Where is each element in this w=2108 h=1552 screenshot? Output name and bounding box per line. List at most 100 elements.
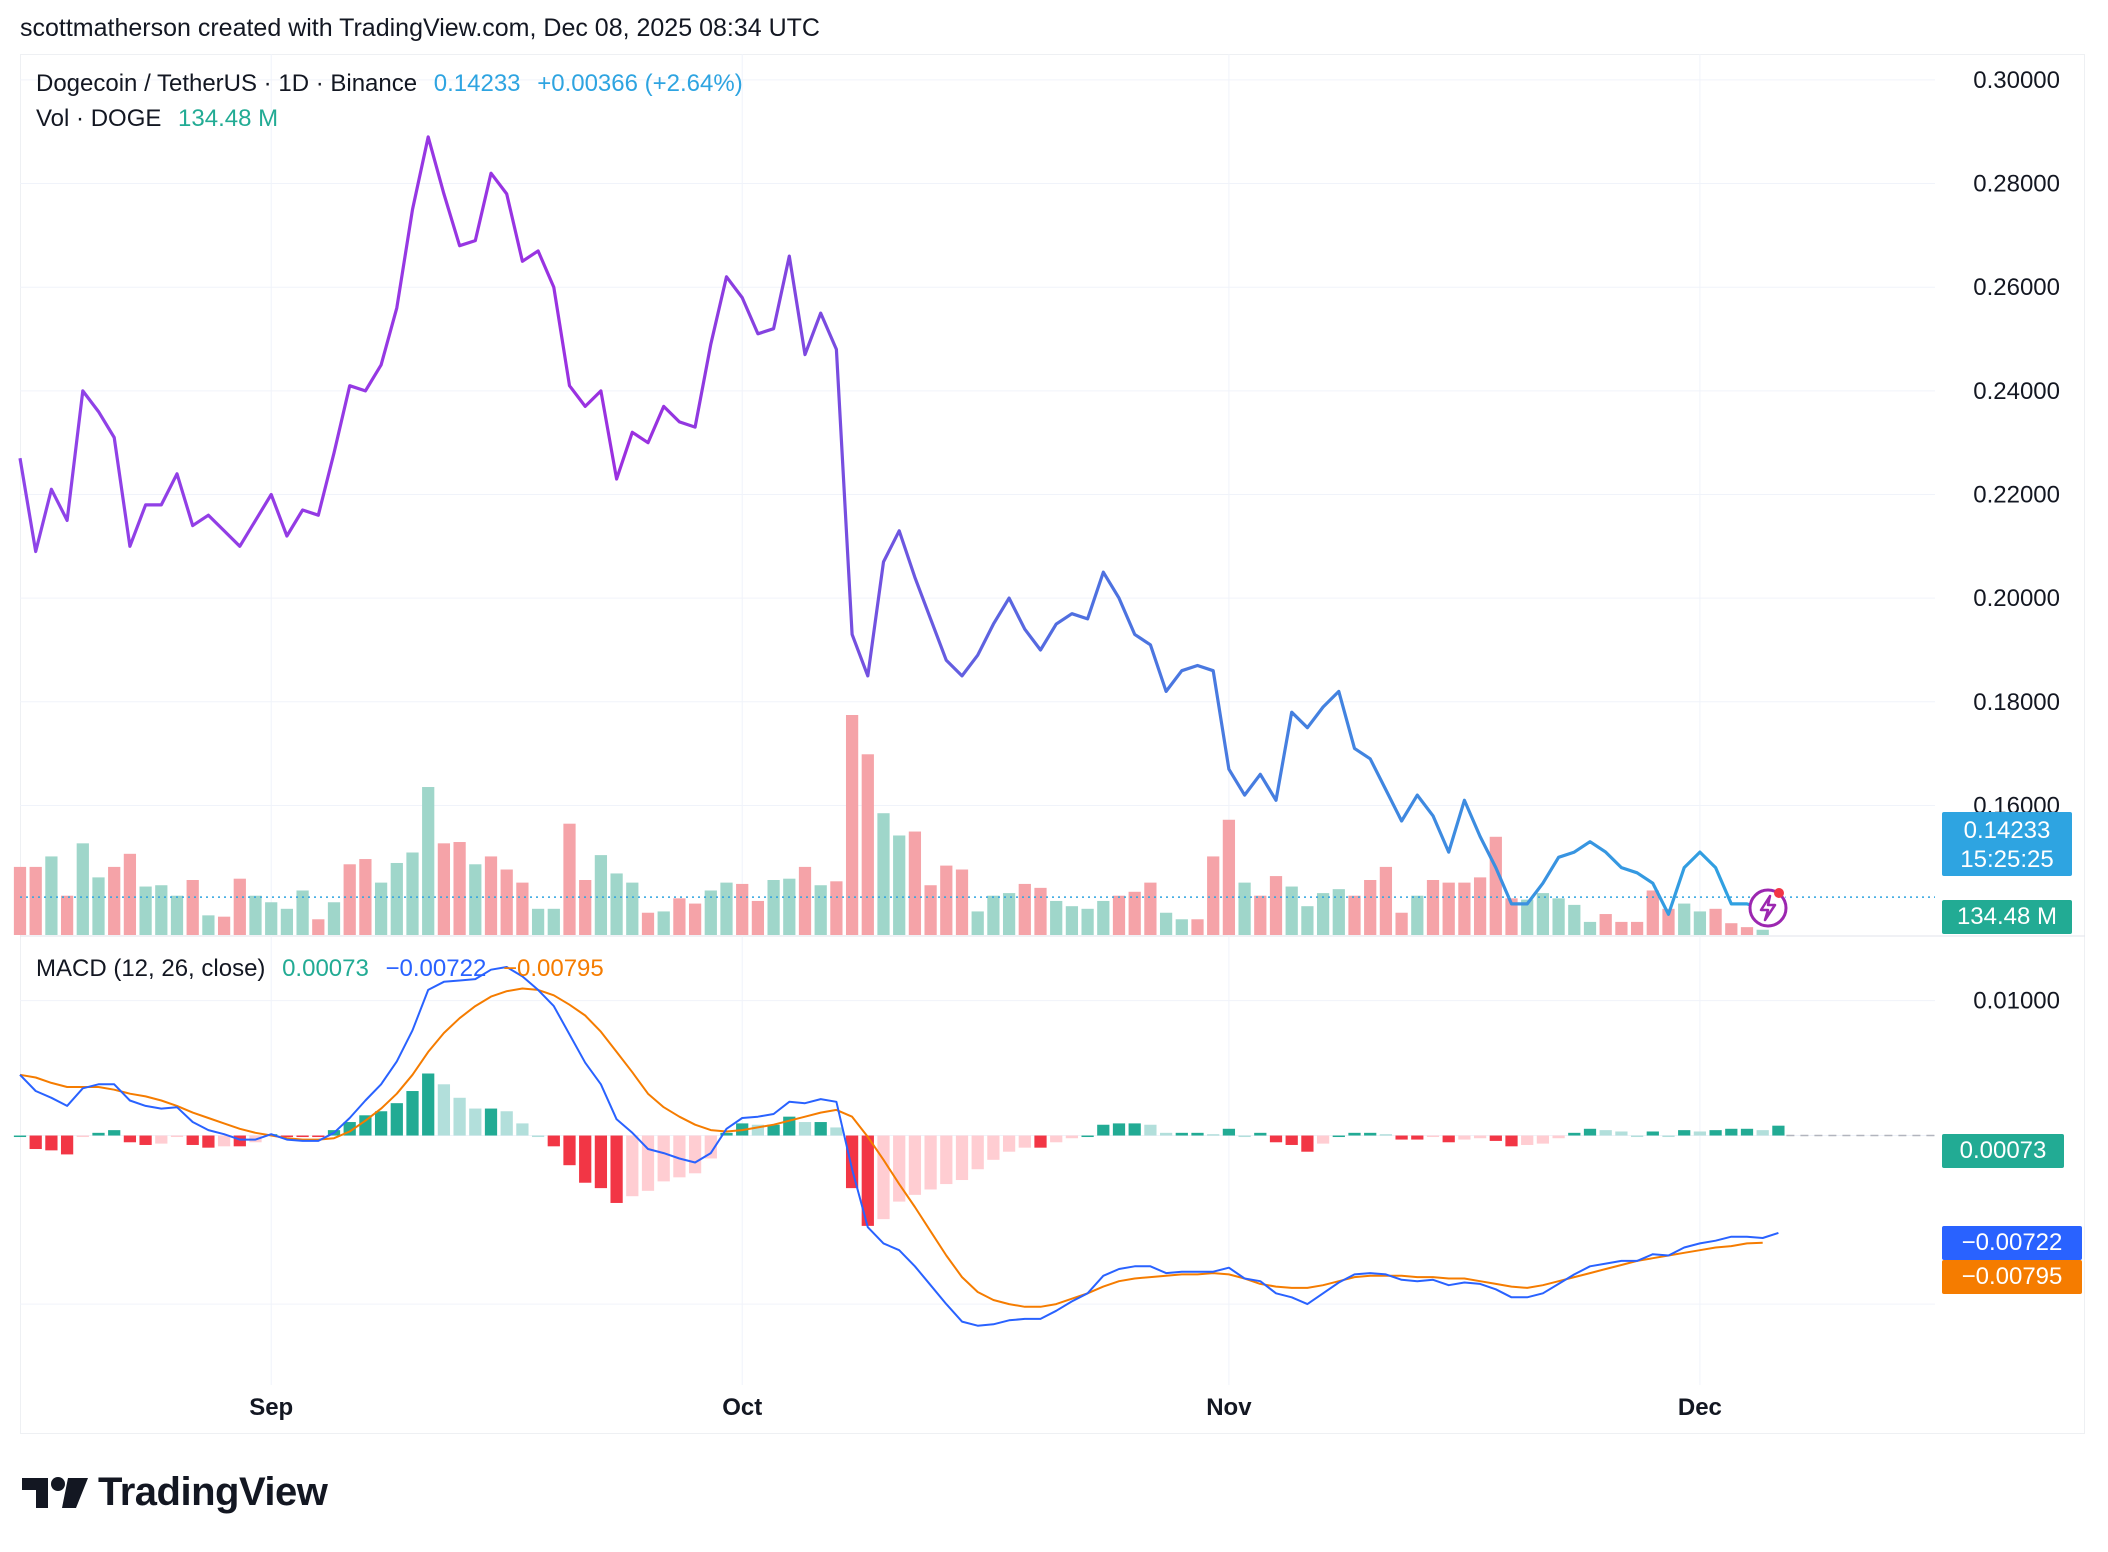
last-price: 0.14233: [433, 70, 521, 97]
price-tick-label: 0.18000: [1973, 689, 2060, 716]
macd-histogram-bar: [123, 1135, 137, 1143]
volume-bar: [626, 882, 639, 935]
macd-histogram-bar: [704, 1135, 717, 1159]
macd-histogram-bar: [908, 1135, 922, 1195]
macd-histogram-bar: [186, 1135, 199, 1145]
macd-histogram-bar: [1458, 1135, 1471, 1140]
macd-histogram-bar: [1662, 1135, 1675, 1138]
volume-bar: [1285, 886, 1298, 935]
macd-histogram-bar: [1348, 1132, 1361, 1136]
volume-bar: [60, 895, 74, 935]
volume-label[interactable]: Vol · DOGE: [36, 105, 162, 132]
volume-bar: [343, 864, 356, 935]
macd-histogram-bar: [798, 1122, 812, 1136]
volume-bar: [469, 864, 482, 935]
macd-histogram-bar: [453, 1097, 466, 1136]
month-tick-label: Oct: [722, 1394, 762, 1421]
volume-bar: [1034, 887, 1047, 935]
macd-histogram-bar: [1536, 1135, 1550, 1144]
volume-bar: [1489, 836, 1502, 935]
macd-axis-tag: −0.00722: [1942, 1226, 2082, 1260]
macd-histogram-bar: [924, 1135, 937, 1190]
volume-bar: [1128, 891, 1141, 935]
volume-bar: [1065, 906, 1079, 935]
volume-bar: [139, 886, 152, 935]
volume-bar: [924, 885, 937, 935]
macd-histogram-bar: [469, 1108, 482, 1136]
macd-histogram-bar: [108, 1130, 121, 1136]
macd-histogram-bar: [579, 1135, 592, 1183]
volume-bar: [1207, 856, 1220, 935]
macd-histogram-bar: [155, 1135, 168, 1144]
volume-bar: [798, 866, 812, 935]
volume-bar: [1097, 900, 1110, 935]
macd-histogram-bar: [1426, 1135, 1440, 1138]
macd-histogram-bar: [1018, 1135, 1031, 1148]
macd-histogram-bar: [1364, 1132, 1377, 1136]
macd-histogram-bar: [987, 1135, 1000, 1160]
lightning-icon[interactable]: [1746, 884, 1792, 930]
line-series: [18, 135, 1935, 1327]
volume-bar: [861, 754, 874, 935]
price-tick-label: 0.30000: [1973, 67, 2060, 94]
macd-histogram-bar: [1709, 1130, 1722, 1136]
volume-bar: [1599, 914, 1612, 935]
volume-bar: [1568, 904, 1581, 935]
volume-bar: [1191, 919, 1204, 935]
macd-histogram-bar: [422, 1073, 435, 1136]
tradingview-logo[interactable]: TradingView: [22, 1470, 328, 1515]
macd-histogram-bar: [1599, 1130, 1612, 1136]
macd-histogram-bar: [1489, 1135, 1502, 1141]
volume-bar: [500, 869, 513, 935]
macd-histogram-bar: [751, 1124, 765, 1136]
volume-bar: [1395, 912, 1408, 935]
volume-bar: [422, 787, 435, 935]
macd-histogram-bar: [861, 1135, 874, 1226]
volume-bar: [76, 843, 89, 935]
volume-bar: [1536, 893, 1550, 935]
hist-axis-tag: 0.00073: [1942, 1134, 2064, 1168]
macd-label[interactable]: MACD (12, 26, close): [36, 955, 266, 982]
volume-bar: [893, 835, 906, 935]
macd-histogram-bar: [390, 1103, 403, 1136]
macd-histogram-bar: [1065, 1135, 1079, 1139]
volume-bar: [877, 813, 890, 935]
macd-histogram-bar: [139, 1135, 152, 1145]
volume-bar: [327, 902, 341, 935]
volume-bar: [767, 880, 780, 935]
macd-histogram-bar: [1269, 1135, 1283, 1143]
volume-legend: Vol · DOGE 134.48 M: [36, 105, 288, 133]
volume-axis-tag: 134.48 M: [1942, 900, 2072, 934]
macd-histogram-bar: [1112, 1123, 1126, 1136]
volume-bar: [940, 865, 953, 935]
volume-bar: [751, 900, 765, 935]
volume-bar: [45, 856, 58, 935]
macd-legend: MACD (12, 26, close) 0.00073 −0.00722 −0…: [36, 955, 614, 983]
volume-bar: [1269, 876, 1283, 935]
month-tick-label: Nov: [1206, 1394, 1252, 1421]
macd-histogram-bar: [1379, 1134, 1393, 1136]
volume-bar: [1112, 895, 1126, 935]
macd-histogram-bar: [1583, 1128, 1597, 1136]
macd-histogram-bar: [1316, 1135, 1330, 1144]
volume-bar: [594, 855, 608, 935]
volume-bars: [13, 715, 1769, 935]
volume-bar: [688, 903, 702, 935]
macd-histogram-bar: [1050, 1135, 1063, 1143]
volume-bar: [516, 882, 529, 935]
macd-histogram-bar: [29, 1135, 42, 1150]
volume-bar: [1364, 880, 1377, 935]
volume-bar: [1473, 877, 1487, 935]
volume-bar: [249, 895, 262, 935]
symbol-label[interactable]: Dogecoin / TetherUS · 1D · Binance: [36, 70, 418, 97]
volume-bar: [720, 882, 733, 935]
macd-histogram-bar: [1473, 1135, 1487, 1139]
volume-bar: [1693, 911, 1707, 935]
macd-histogram-bar: [1630, 1135, 1644, 1138]
macd-line: [19, 966, 1779, 1327]
volume-bar: [1002, 893, 1016, 935]
volume-bar: [1159, 912, 1173, 935]
macd-histogram-bar: [830, 1127, 843, 1136]
signal-axis-tag: −0.00795: [1942, 1260, 2082, 1294]
